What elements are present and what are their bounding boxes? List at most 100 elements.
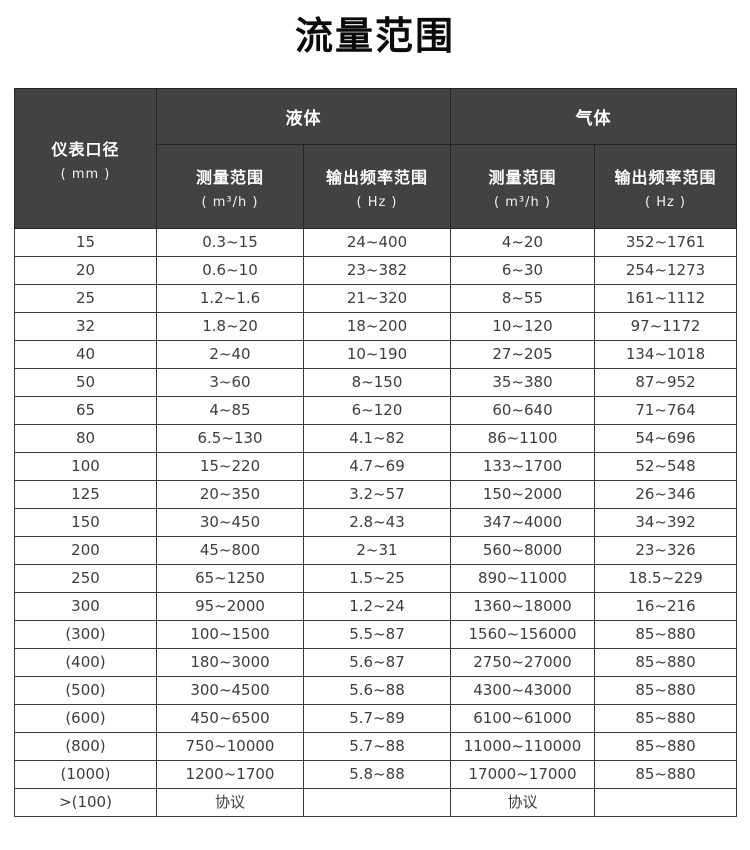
header-sub-row: 测量范围 ( m³/h ) 输出频率范围 ( Hz ) 测量范围 ( m³/h … xyxy=(15,144,737,229)
header-diameter: 仪表口径 ( mm ) xyxy=(14,88,157,229)
table-cell: 45~800 xyxy=(156,536,304,565)
table-cell: 5.7~88 xyxy=(303,732,451,761)
table-cell: 21~320 xyxy=(303,284,451,313)
table-cell: 2750~27000 xyxy=(450,648,595,677)
table-cell: (1000) xyxy=(14,760,157,789)
header-liquid-measure: 测量范围 ( m³/h ) xyxy=(156,144,304,229)
header-gas-frequency-label: 输出频率范围 xyxy=(614,167,717,187)
table-cell: 86~1100 xyxy=(450,424,595,453)
table-cell: 10~190 xyxy=(303,340,451,369)
table-cell: 32 xyxy=(14,312,157,341)
table-cell: 8~150 xyxy=(303,368,451,397)
table-cell xyxy=(594,788,737,817)
table-cell: 5.6~88 xyxy=(303,676,451,705)
table-cell: 1.5~25 xyxy=(303,564,451,593)
header-gas-frequency: 输出频率范围 ( Hz ) xyxy=(594,144,737,229)
table-cell: 85~880 xyxy=(594,620,737,649)
table-cell: 34~392 xyxy=(594,508,737,537)
table-cell: 1200~1700 xyxy=(156,760,304,789)
header-liquid-measure-unit: ( m³/h ) xyxy=(201,194,259,210)
table-row: 100 15~220 4.7~69 133~1700 52~548 xyxy=(14,452,737,481)
table-cell: 协议 xyxy=(156,788,304,817)
table-row: 200 45~800 2~31 560~8000 23~326 xyxy=(14,536,737,565)
page-title: 流量范围 xyxy=(294,14,455,58)
header-liquid-group: 液体 xyxy=(156,88,451,145)
table-cell: 16~216 xyxy=(594,592,737,621)
header-diameter-unit: ( mm ) xyxy=(60,166,111,182)
table-row: 250 65~1250 1.5~25 890~11000 18.5~229 xyxy=(14,564,737,593)
table-body: 15 0.3~15 24~400 4~20 352~1761 20 0.6~10 23~382… xyxy=(14,228,737,817)
table-cell: 2.8~43 xyxy=(303,508,451,537)
table-cell: 40 xyxy=(14,340,157,369)
table-cell: 6~30 xyxy=(450,256,595,285)
table-cell: 1.2~24 xyxy=(303,592,451,621)
table-cell: 65~1250 xyxy=(156,564,304,593)
table-cell: 100~1500 xyxy=(156,620,304,649)
table-cell: 1360~18000 xyxy=(450,592,595,621)
table-cell: 65 xyxy=(14,396,157,425)
table-cell: 8~55 xyxy=(450,284,595,313)
table-row: (300) 100~1500 5.5~87 1560~156000 85~880 xyxy=(14,620,737,649)
table-cell: 150 xyxy=(14,508,157,537)
header-gas-group: 气体 xyxy=(450,88,737,145)
table-cell: (400) xyxy=(14,648,157,677)
table-cell: 0.6~10 xyxy=(156,256,304,285)
table-cell xyxy=(303,788,451,817)
table-cell: 23~326 xyxy=(594,536,737,565)
table-cell: 85~880 xyxy=(594,760,737,789)
table-cell: 10~120 xyxy=(450,312,595,341)
table-cell: 85~880 xyxy=(594,704,737,733)
table-cell: 5.8~88 xyxy=(303,760,451,789)
flow-range-table: 仪表口径 ( mm ) 液体 气体 测量范围 ( m³/h ) 输出频率范围 (… xyxy=(14,88,737,817)
table-row: 125 20~350 3.2~57 150~2000 26~346 xyxy=(14,480,737,509)
table-cell: 85~880 xyxy=(594,676,737,705)
table-cell: 52~548 xyxy=(594,452,737,481)
table-cell: 97~1172 xyxy=(594,312,737,341)
table-cell: 3.2~57 xyxy=(303,480,451,509)
table-cell: 133~1700 xyxy=(450,452,595,481)
table-cell: 161~1112 xyxy=(594,284,737,313)
table-cell: 85~880 xyxy=(594,648,737,677)
table-cell: 11000~110000 xyxy=(450,732,595,761)
table-cell: 87~952 xyxy=(594,368,737,397)
table-cell: 450~6500 xyxy=(156,704,304,733)
table-header: 仪表口径 ( mm ) 液体 气体 测量范围 ( m³/h ) 输出频率范围 (… xyxy=(14,88,737,229)
table-cell: 20~350 xyxy=(156,480,304,509)
table-row: 40 2~40 10~190 27~205 134~1018 xyxy=(14,340,737,369)
table-cell: (300) xyxy=(14,620,157,649)
table-cell: 24~400 xyxy=(303,228,451,257)
header-liquid-frequency-unit: ( Hz ) xyxy=(356,194,398,210)
table-cell: 300~4500 xyxy=(156,676,304,705)
table-row: 25 1.2~1.6 21~320 8~55 161~1112 xyxy=(14,284,737,313)
table-cell: 26~346 xyxy=(594,480,737,509)
header-group-row: 仪表口径 ( mm ) 液体 气体 xyxy=(14,88,737,229)
table-cell: 4300~43000 xyxy=(450,676,595,705)
table-cell: 125 xyxy=(14,480,157,509)
table-row: (800) 750~10000 5.7~88 11000~110000 85~880 xyxy=(14,732,737,761)
table-cell: 23~382 xyxy=(303,256,451,285)
table-row: 32 1.8~20 18~200 10~120 97~1172 xyxy=(14,312,737,341)
header-gas-measure-unit: ( m³/h ) xyxy=(494,194,551,210)
table-cell: 15 xyxy=(14,228,157,257)
table-cell: 6~120 xyxy=(303,396,451,425)
table-cell: (600) xyxy=(14,704,157,733)
table-row: (600) 450~6500 5.7~89 6100~61000 85~880 xyxy=(14,704,737,733)
header-diameter-label: 仪表口径 xyxy=(51,139,120,159)
table-row: 150 30~450 2.8~43 347~4000 34~392 xyxy=(14,508,737,537)
table-cell: 85~880 xyxy=(594,732,737,761)
table-cell: 560~8000 xyxy=(450,536,595,565)
table-cell: 4.7~69 xyxy=(303,452,451,481)
table-cell: 0.3~15 xyxy=(156,228,304,257)
table-row: 80 6.5~130 4.1~82 86~1100 54~696 xyxy=(14,424,737,453)
table-cell: 3~60 xyxy=(156,368,304,397)
table-cell: 17000~17000 xyxy=(450,760,595,789)
table-row: 50 3~60 8~150 35~380 87~952 xyxy=(14,368,737,397)
table-cell: 2~40 xyxy=(156,340,304,369)
table-cell: >(100) xyxy=(14,788,157,817)
table-cell: 4.1~82 xyxy=(303,424,451,453)
table-cell: 150~2000 xyxy=(450,480,595,509)
table-cell: 200 xyxy=(14,536,157,565)
table-cell: 100 xyxy=(14,452,157,481)
table-cell: 54~696 xyxy=(594,424,737,453)
